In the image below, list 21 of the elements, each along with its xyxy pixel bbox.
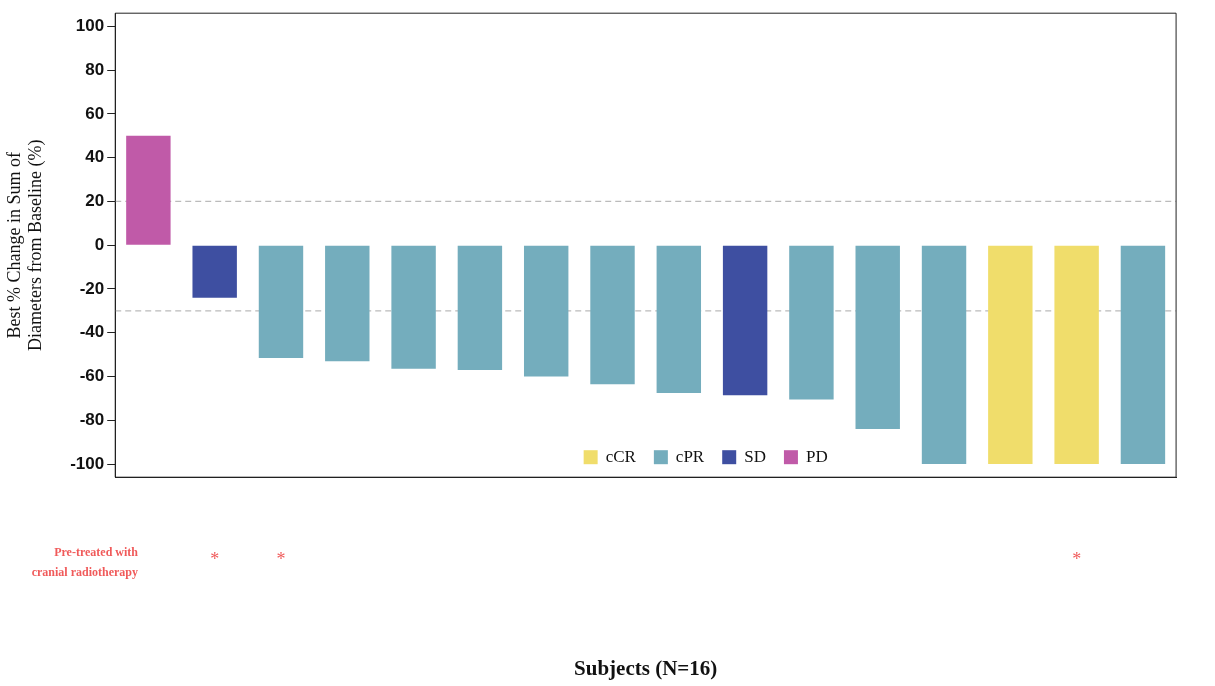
legend-label: cPR [675, 446, 705, 466]
legend-label: cCR [605, 446, 637, 466]
legend-label: PD [805, 446, 828, 466]
y-tick-label: 20 [85, 191, 105, 211]
y-tick-label: 0 [94, 234, 105, 254]
y-tick-label: 100 [75, 16, 105, 36]
y-tick-label: -40 [79, 322, 105, 342]
y-tick-label: 80 [85, 59, 105, 79]
x-tick-label: * [210, 548, 220, 569]
y-tick-label: 40 [85, 147, 105, 167]
y-tick-label: -60 [79, 366, 105, 386]
text: Pre-treated with cranial radiotherapy [31, 545, 139, 580]
y-axis-title: Best % Change in Sum of Diameters from Baseline (%) [3, 139, 47, 351]
x-tick-label: * [276, 548, 286, 569]
legend-label: SD [744, 446, 766, 466]
x-axis-title: Subjects (N=16) [574, 655, 718, 680]
y-tick-label: 60 [85, 103, 105, 123]
y-tick-label: -80 [79, 409, 105, 429]
y-tick-label: -100 [70, 453, 105, 473]
y-tick-label: -20 [79, 278, 105, 298]
x-tick-label: * [1072, 548, 1082, 569]
